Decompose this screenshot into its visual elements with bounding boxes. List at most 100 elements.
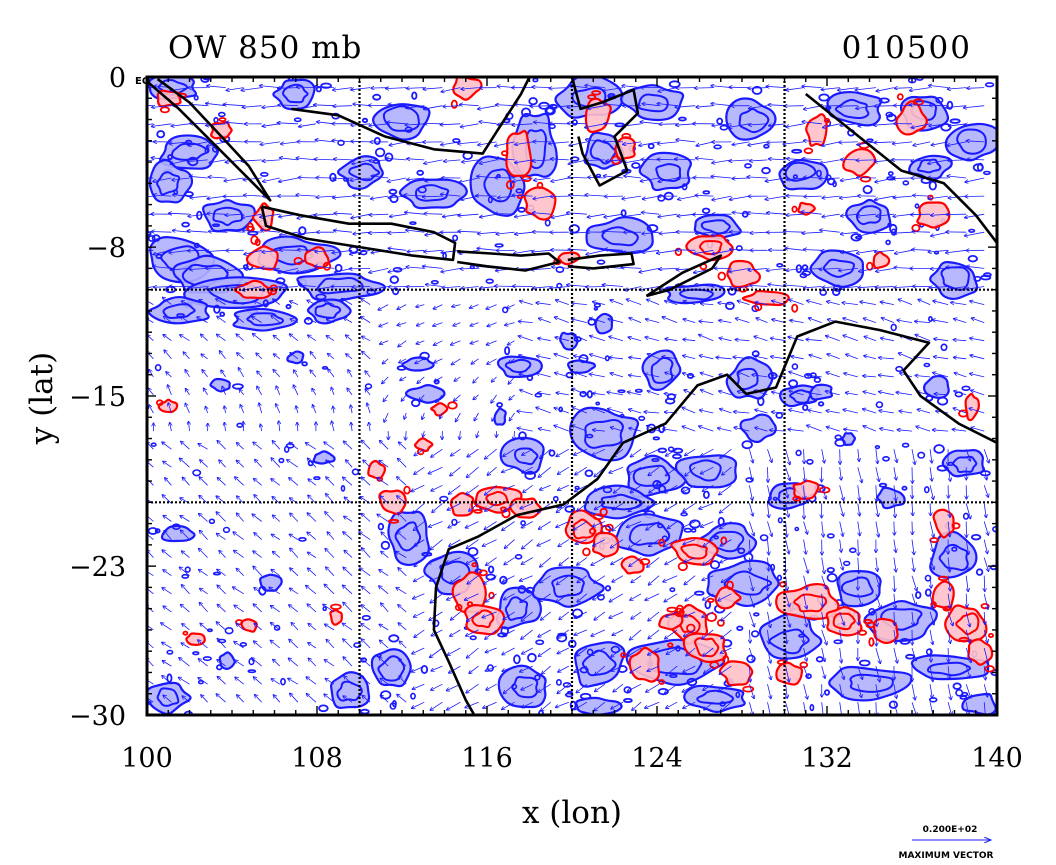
negative-vorticity-contour-inner [789, 389, 813, 404]
negative-vorticity-speck [923, 362, 931, 368]
negative-vorticity-contour-speck [287, 77, 295, 82]
negative-vorticity-speck [593, 306, 599, 311]
negative-vorticity-speck [535, 639, 545, 646]
wind-vector [876, 629, 877, 646]
negative-vorticity-speck [552, 495, 559, 502]
negative-vorticity-contour-speck [361, 117, 369, 124]
negative-vorticity-speck [983, 170, 991, 176]
negative-vorticity-contour-speck [813, 376, 822, 383]
negative-vorticity-speck [239, 642, 248, 647]
negative-vorticity-contour-speck [802, 404, 809, 412]
negative-vorticity-speck [917, 451, 926, 459]
negative-vorticity-contour-speck [187, 72, 192, 76]
negative-vorticity-speck [885, 239, 891, 246]
negative-vorticity-contour-inner [551, 574, 585, 598]
positive-vorticity-contour [726, 259, 762, 289]
negative-vorticity-contour-speck [504, 346, 511, 356]
negative-vorticity-contour-speck [817, 401, 825, 407]
negative-vorticity-contour-speck [419, 351, 430, 361]
negative-vorticity-contour-speck [420, 665, 429, 675]
positive-vorticity-contour-speck [791, 303, 799, 313]
negative-vorticity-contour [306, 298, 352, 325]
negative-vorticity-contour [493, 407, 507, 426]
negative-vorticity-contour-inner [834, 98, 870, 120]
negative-vorticity-contour-speck [967, 255, 978, 263]
negative-vorticity-contour-speck [952, 682, 962, 690]
y-tick-label: −8 [86, 233, 126, 264]
negative-vorticity-speck [735, 245, 743, 252]
negative-vorticity-contour-speck [993, 709, 997, 715]
negative-vorticity-speck [902, 180, 910, 186]
negative-vorticity-contour-inner [581, 649, 617, 677]
negative-vorticity-speck [150, 442, 157, 448]
positive-vorticity-contour-speck [159, 106, 170, 114]
negative-vorticity-contour-inner [723, 570, 773, 596]
negative-vorticity-speck [875, 401, 884, 409]
negative-vorticity-speck [719, 701, 726, 707]
positive-vorticity-contour-speck [823, 118, 831, 124]
negative-vorticity-contour-speck [672, 453, 682, 460]
negative-vorticity-speck [634, 388, 643, 393]
negative-vorticity-contour-speck [496, 401, 504, 408]
negative-vorticity-speck [951, 546, 958, 552]
negative-vorticity-speck [514, 553, 523, 560]
negative-vorticity-speck [544, 219, 551, 227]
wind-vector [874, 106, 894, 107]
positive-vorticity-contour [329, 609, 343, 626]
negative-vorticity-speck [469, 635, 477, 641]
wind-vector [349, 268, 371, 269]
x-tick-label: 132 [801, 743, 853, 774]
x-tick-label: 108 [291, 743, 343, 774]
negative-vorticity-contour-speck [604, 585, 612, 592]
x-tick-label: 140 [971, 743, 1023, 774]
negative-vorticity-contour-speck [524, 470, 536, 480]
negative-vorticity-speck [940, 343, 948, 352]
negative-vorticity-speck [494, 243, 504, 248]
negative-vorticity-speck [866, 138, 874, 143]
negative-vorticity-contour-speck [181, 221, 190, 228]
negative-vorticity-contour-speck [905, 653, 915, 660]
negative-vorticity-contour-speck [513, 654, 521, 665]
negative-vorticity-speck [147, 700, 152, 705]
negative-vorticity-contour-speck [359, 708, 370, 715]
negative-vorticity-contour-speck [151, 234, 161, 242]
negative-vorticity-contour-speck [155, 253, 163, 259]
negative-vorticity-contour-inner [504, 358, 532, 374]
y-tick-label: −15 [69, 382, 126, 413]
wind-vector [767, 142, 786, 143]
negative-vorticity-contour-inner [162, 303, 196, 319]
negative-vorticity-speck [914, 203, 920, 209]
negative-vorticity-contour-speck [788, 379, 799, 388]
wind-vector [226, 141, 244, 142]
x-axis-label: x (lon) [522, 795, 622, 831]
negative-vorticity-contour-speck [318, 704, 329, 713]
negative-vorticity-speck [585, 433, 594, 439]
negative-vorticity-speck [259, 171, 269, 177]
negative-vorticity-speck [217, 111, 226, 118]
negative-vorticity-speck [596, 259, 606, 265]
negative-vorticity-contour-inner [738, 107, 770, 134]
negative-vorticity-contour-speck [396, 365, 407, 371]
negative-vorticity-speck [795, 449, 802, 457]
negative-vorticity-contour-speck [548, 449, 556, 457]
negative-vorticity-contour-speck [646, 224, 659, 233]
negative-vorticity-speck [280, 677, 286, 686]
negative-vorticity-speck [208, 518, 216, 525]
negative-vorticity-contour-inner [157, 79, 189, 96]
negative-vorticity-speck [735, 691, 741, 699]
negative-vorticity-contour-speck [411, 398, 421, 408]
negative-vorticity-speck [337, 139, 345, 147]
negative-vorticity-speck [181, 573, 190, 579]
negative-vorticity-contour-speck [320, 82, 332, 89]
negative-vorticity-contour-speck [824, 689, 831, 696]
negative-vorticity-contour-inner [601, 226, 639, 247]
wind-vector [676, 250, 696, 251]
y-top-suffix: EQ [135, 76, 150, 87]
negative-vorticity-speck [147, 235, 156, 242]
negative-vorticity-speck [192, 651, 200, 656]
negative-vorticity-contour-speck [701, 207, 711, 214]
negative-vorticity-contour-speck [791, 148, 803, 154]
negative-vorticity-contour-inner [414, 184, 450, 202]
positive-vorticity-contour-speck [521, 175, 532, 182]
negative-vorticity-speck [359, 249, 368, 256]
